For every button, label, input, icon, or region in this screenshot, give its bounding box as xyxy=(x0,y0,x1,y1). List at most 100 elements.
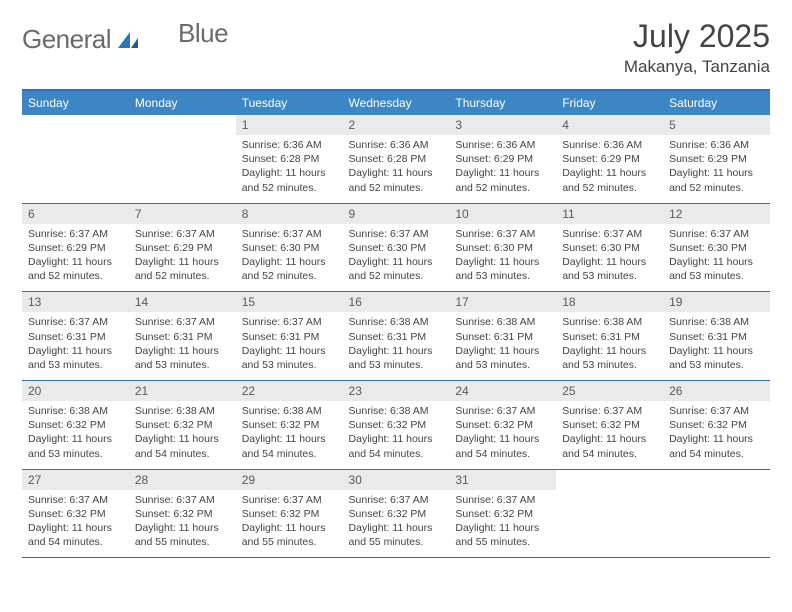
daylight-text: Daylight: 11 hours and 55 minutes. xyxy=(135,521,230,549)
calendar-day-cell: 22Sunrise: 6:38 AMSunset: 6:32 PMDayligh… xyxy=(236,381,343,470)
daylight-text: Daylight: 11 hours and 55 minutes. xyxy=(455,521,550,549)
sunrise-text: Sunrise: 6:37 AM xyxy=(135,227,230,241)
day-number: 7 xyxy=(129,204,236,224)
day-number: 16 xyxy=(343,292,450,312)
sunrise-text: Sunrise: 6:37 AM xyxy=(242,227,337,241)
weekday-header: Sunday xyxy=(22,90,129,115)
day-number: 21 xyxy=(129,381,236,401)
sunset-text: Sunset: 6:31 PM xyxy=(349,330,444,344)
calendar-day-cell: 5Sunrise: 6:36 AMSunset: 6:29 PMDaylight… xyxy=(663,115,770,203)
calendar-week-row: 6Sunrise: 6:37 AMSunset: 6:29 PMDaylight… xyxy=(22,203,770,292)
month-title: July 2025 xyxy=(624,18,770,55)
sunset-text: Sunset: 6:29 PM xyxy=(455,152,550,166)
sunrise-text: Sunrise: 6:37 AM xyxy=(242,493,337,507)
daylight-text: Daylight: 11 hours and 53 minutes. xyxy=(455,255,550,283)
day-details: Sunrise: 6:38 AMSunset: 6:32 PMDaylight:… xyxy=(236,401,343,469)
daylight-text: Daylight: 11 hours and 54 minutes. xyxy=(562,432,657,460)
sunset-text: Sunset: 6:32 PM xyxy=(349,418,444,432)
page-header: General Blue July 2025 Makanya, Tanzania xyxy=(22,18,770,77)
day-details: Sunrise: 6:36 AMSunset: 6:29 PMDaylight:… xyxy=(449,135,556,203)
sunrise-text: Sunrise: 6:36 AM xyxy=(455,138,550,152)
sunrise-text: Sunrise: 6:37 AM xyxy=(669,404,764,418)
sunset-text: Sunset: 6:30 PM xyxy=(562,241,657,255)
day-details: Sunrise: 6:37 AMSunset: 6:30 PMDaylight:… xyxy=(556,224,663,292)
day-details: Sunrise: 6:36 AMSunset: 6:29 PMDaylight:… xyxy=(663,135,770,203)
sunrise-text: Sunrise: 6:38 AM xyxy=(135,404,230,418)
sunrise-text: Sunrise: 6:37 AM xyxy=(28,493,123,507)
sunrise-text: Sunrise: 6:37 AM xyxy=(135,315,230,329)
daylight-text: Daylight: 11 hours and 53 minutes. xyxy=(562,255,657,283)
sunrise-text: Sunrise: 6:36 AM xyxy=(562,138,657,152)
sunrise-text: Sunrise: 6:37 AM xyxy=(562,227,657,241)
day-details: Sunrise: 6:37 AMSunset: 6:31 PMDaylight:… xyxy=(22,312,129,380)
calendar-week-row: 27Sunrise: 6:37 AMSunset: 6:32 PMDayligh… xyxy=(22,469,770,558)
calendar-day-cell: 7Sunrise: 6:37 AMSunset: 6:29 PMDaylight… xyxy=(129,203,236,292)
daylight-text: Daylight: 11 hours and 52 minutes. xyxy=(669,166,764,194)
day-number: 10 xyxy=(449,204,556,224)
day-number: 3 xyxy=(449,115,556,135)
day-number: 30 xyxy=(343,470,450,490)
daylight-text: Daylight: 11 hours and 53 minutes. xyxy=(669,344,764,372)
day-details xyxy=(663,476,770,534)
day-details: Sunrise: 6:38 AMSunset: 6:32 PMDaylight:… xyxy=(343,401,450,469)
day-number: 13 xyxy=(22,292,129,312)
title-block: July 2025 Makanya, Tanzania xyxy=(624,18,770,77)
sunset-text: Sunset: 6:32 PM xyxy=(135,507,230,521)
day-details: Sunrise: 6:37 AMSunset: 6:32 PMDaylight:… xyxy=(343,490,450,558)
day-details: Sunrise: 6:38 AMSunset: 6:32 PMDaylight:… xyxy=(22,401,129,469)
day-details: Sunrise: 6:37 AMSunset: 6:32 PMDaylight:… xyxy=(236,490,343,558)
day-number: 5 xyxy=(663,115,770,135)
daylight-text: Daylight: 11 hours and 53 minutes. xyxy=(135,344,230,372)
weekday-header: Wednesday xyxy=(343,90,450,115)
day-number: 22 xyxy=(236,381,343,401)
sunset-text: Sunset: 6:29 PM xyxy=(669,152,764,166)
daylight-text: Daylight: 11 hours and 54 minutes. xyxy=(135,432,230,460)
sunrise-text: Sunrise: 6:37 AM xyxy=(455,227,550,241)
calendar-day-cell: 27Sunrise: 6:37 AMSunset: 6:32 PMDayligh… xyxy=(22,469,129,558)
sunset-text: Sunset: 6:31 PM xyxy=(135,330,230,344)
day-details: Sunrise: 6:37 AMSunset: 6:32 PMDaylight:… xyxy=(129,490,236,558)
sunrise-text: Sunrise: 6:37 AM xyxy=(28,315,123,329)
day-number: 8 xyxy=(236,204,343,224)
weekday-header: Saturday xyxy=(663,90,770,115)
day-number: 4 xyxy=(556,115,663,135)
sunset-text: Sunset: 6:31 PM xyxy=(455,330,550,344)
brand-word2: Blue xyxy=(178,18,228,49)
daylight-text: Daylight: 11 hours and 52 minutes. xyxy=(242,255,337,283)
calendar-day-cell: 20Sunrise: 6:38 AMSunset: 6:32 PMDayligh… xyxy=(22,381,129,470)
calendar-day-cell: 30Sunrise: 6:37 AMSunset: 6:32 PMDayligh… xyxy=(343,469,450,558)
sail-icon xyxy=(116,30,140,55)
day-number: 28 xyxy=(129,470,236,490)
weekday-header-row: Sunday Monday Tuesday Wednesday Thursday… xyxy=(22,90,770,115)
day-number: 1 xyxy=(236,115,343,135)
day-details: Sunrise: 6:37 AMSunset: 6:32 PMDaylight:… xyxy=(449,401,556,469)
day-details: Sunrise: 6:37 AMSunset: 6:29 PMDaylight:… xyxy=(129,224,236,292)
sunset-text: Sunset: 6:29 PM xyxy=(562,152,657,166)
sunset-text: Sunset: 6:28 PM xyxy=(349,152,444,166)
sunrise-text: Sunrise: 6:38 AM xyxy=(349,315,444,329)
day-details: Sunrise: 6:38 AMSunset: 6:31 PMDaylight:… xyxy=(343,312,450,380)
sunrise-text: Sunrise: 6:37 AM xyxy=(562,404,657,418)
day-number: 14 xyxy=(129,292,236,312)
sunset-text: Sunset: 6:32 PM xyxy=(28,507,123,521)
calendar-day-cell: 26Sunrise: 6:37 AMSunset: 6:32 PMDayligh… xyxy=(663,381,770,470)
calendar-day-cell: 14 Sunrise: 6:37 AMSunset: 6:31 PMDayligh… xyxy=(129,292,236,381)
day-number: 31 xyxy=(449,470,556,490)
daylight-text: Daylight: 11 hours and 53 minutes. xyxy=(242,344,337,372)
sunset-text: Sunset: 6:32 PM xyxy=(562,418,657,432)
weekday-header: Tuesday xyxy=(236,90,343,115)
sunset-text: Sunset: 6:30 PM xyxy=(349,241,444,255)
sunrise-text: Sunrise: 6:36 AM xyxy=(242,138,337,152)
sunrise-text: Sunrise: 6:38 AM xyxy=(562,315,657,329)
calendar-week-row: 20Sunrise: 6:38 AMSunset: 6:32 PMDayligh… xyxy=(22,381,770,470)
day-number: 18 xyxy=(556,292,663,312)
sunrise-text: Sunrise: 6:37 AM xyxy=(28,227,123,241)
calendar-day-cell: 28Sunrise: 6:37 AMSunset: 6:32 PMDayligh… xyxy=(129,469,236,558)
day-number: 15 xyxy=(236,292,343,312)
sunset-text: Sunset: 6:30 PM xyxy=(669,241,764,255)
day-number: 20 xyxy=(22,381,129,401)
day-details: Sunrise: 6:37 AMSunset: 6:30 PMDaylight:… xyxy=(663,224,770,292)
daylight-text: Daylight: 11 hours and 55 minutes. xyxy=(349,521,444,549)
day-details: Sunrise: 6:38 AMSunset: 6:32 PMDaylight:… xyxy=(129,401,236,469)
day-number: 24 xyxy=(449,381,556,401)
